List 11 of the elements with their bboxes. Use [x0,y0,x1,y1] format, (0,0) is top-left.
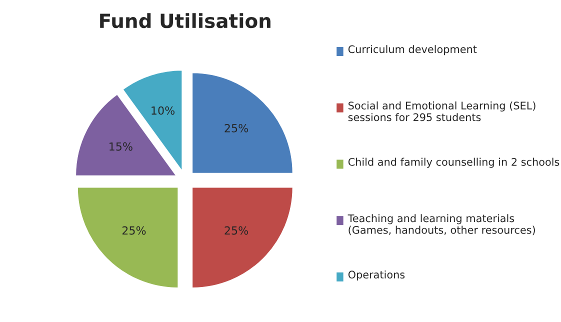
data-label: 25% [224,226,248,235]
data-label: 25% [122,226,146,235]
legend-label: Social and Emotional Learning (SEL) sessions for 295 students [348,101,536,122]
data-label: 10% [152,106,175,115]
legend-label: Curriculum development [348,45,477,56]
legend-label: Child and family counselling in 2 schools [348,158,560,168]
legend-label: Teaching and learning materials (Games, handouts, other resources) [348,214,535,236]
data-label: 25% [224,124,248,132]
chart-title: Fund Utilisation [100,13,270,28]
legend-label: Operations [348,270,405,281]
data-label: 15% [110,142,132,151]
